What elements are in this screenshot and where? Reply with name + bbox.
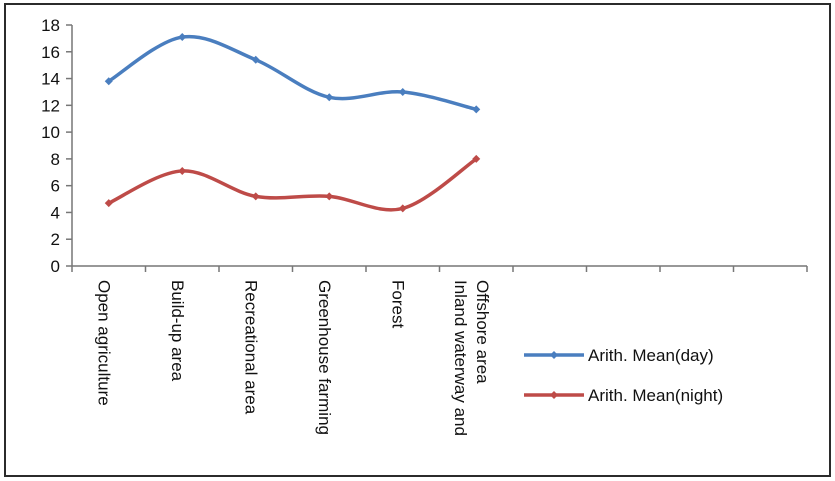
chart-frame — [4, 3, 831, 477]
y-tick-label: 12 — [41, 96, 60, 115]
y-tick-label: 10 — [41, 123, 60, 142]
series-line-night — [107, 157, 478, 212]
data-point-night — [251, 192, 260, 201]
data-point-night — [325, 192, 334, 201]
x-category-label: Greenhouse farming — [315, 280, 334, 435]
data-point-day — [178, 33, 187, 42]
data-point-night — [398, 204, 407, 213]
y-tick-label: 18 — [41, 16, 60, 35]
x-category-label: Recreational area — [241, 280, 260, 415]
data-point-night — [104, 199, 113, 208]
y-tick-label: 16 — [41, 43, 60, 62]
y-tick-label: 6 — [51, 177, 60, 196]
data-point-day — [251, 55, 260, 64]
data-point-day — [104, 77, 113, 86]
y-tick-label: 0 — [51, 257, 60, 276]
data-point-day — [325, 93, 334, 102]
x-category-label: Inland waterway and — [451, 280, 470, 436]
legend-label-night: Arith. Mean(night) — [588, 386, 723, 405]
x-category-label: Build-up area — [168, 280, 187, 382]
y-tick-label: 4 — [51, 203, 60, 222]
y-tick-label: 14 — [41, 70, 60, 89]
legend-label-day: Arith. Mean(day) — [588, 346, 714, 365]
x-category-label: Forest — [388, 280, 407, 328]
legend-marker-day — [550, 351, 558, 359]
data-point-night — [472, 154, 481, 163]
y-tick-label: 2 — [51, 230, 60, 249]
data-point-day — [472, 105, 481, 114]
series-line-day — [107, 34, 478, 112]
x-category-label: Open agriculture — [94, 280, 113, 406]
data-point-day — [398, 87, 407, 96]
data-point-night — [178, 166, 187, 175]
legend-marker-night — [550, 391, 558, 399]
x-category-label: Offshore area — [473, 280, 492, 384]
y-tick-label: 8 — [51, 150, 60, 169]
